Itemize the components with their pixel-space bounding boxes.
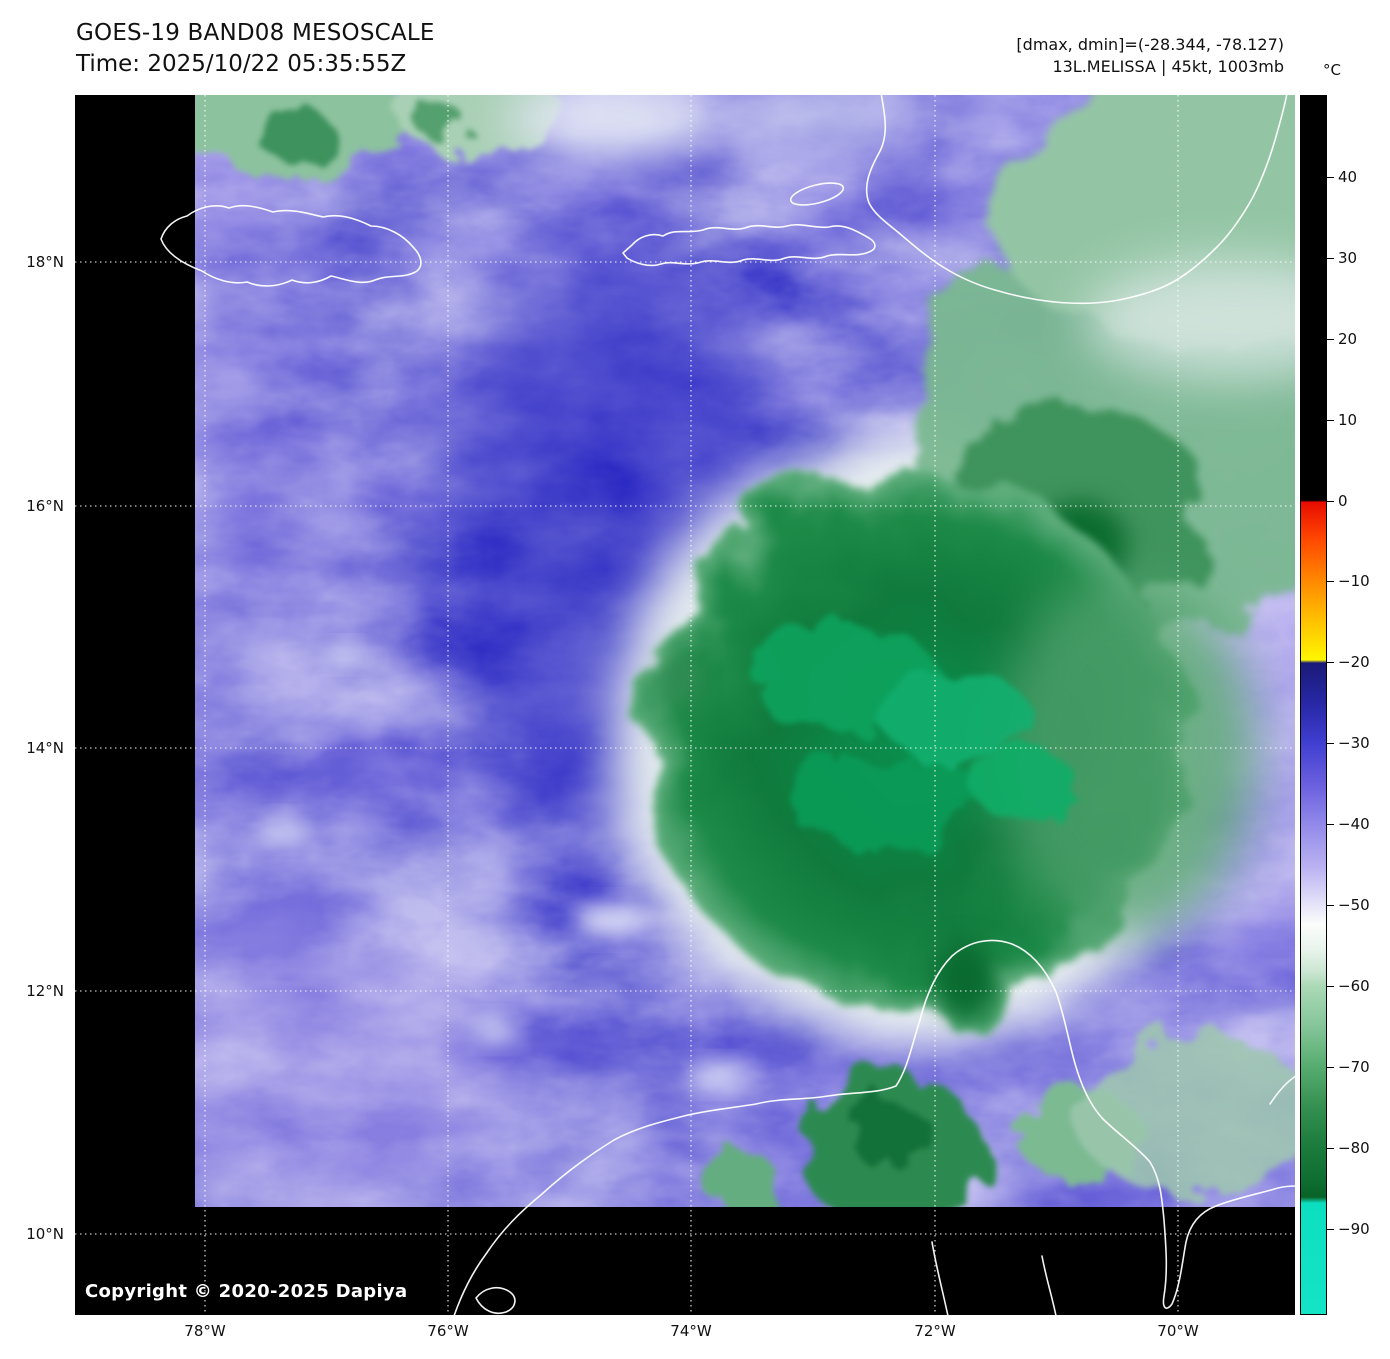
colorbar-tick-m80: −80 (1327, 1139, 1370, 1157)
coastline-jamaica (160, 204, 422, 287)
dmax-dmin-label: [dmax, dmin]=(-28.344, -78.127) (1016, 35, 1284, 54)
coastline-maracaibo-east (1041, 1255, 1057, 1315)
lon-tick-74w: 74°W (670, 1322, 712, 1340)
small-cloud-specks (257, 645, 750, 1087)
colorbar-tick-0: 0 (1327, 492, 1348, 510)
coastline-maracaibo-west (931, 1241, 949, 1315)
lat-tick-16n: 16°N (26, 497, 64, 515)
map-plot-area: Copyright © 2020-2025 Dapiya (75, 95, 1295, 1315)
temperature-colorbar (1300, 95, 1327, 1315)
southern-convection (700, 1035, 1295, 1207)
lon-tick-78w: 78°W (184, 1322, 226, 1340)
lon-tick-72w: 72°W (914, 1322, 956, 1340)
colorbar-tick-m10: −10 (1327, 572, 1370, 590)
colorbar-tick-40: 40 (1326, 168, 1358, 186)
lon-tick-76w: 76°W (427, 1322, 469, 1340)
lat-tick-10n: 10°N (26, 1225, 64, 1243)
water-vapor-imagery (195, 95, 1295, 1207)
lon-tick-70w: 70°W (1157, 1322, 1199, 1340)
coastline-tiburon-peninsula (622, 223, 876, 267)
map-overlay (75, 95, 1295, 1315)
timestamp-label: Time: 2025/10/22 05:35:55Z (76, 51, 407, 77)
lat-tick-18n: 18°N (26, 253, 64, 271)
colorbar-tick-m20: −20 (1327, 653, 1370, 671)
latlon-gridlines (75, 95, 1295, 1315)
colorbar-tick-m70: −70 (1327, 1058, 1370, 1076)
page-title: GOES-19 BAND08 MESOSCALE (76, 20, 435, 46)
colorbar-tick-10: 10 (1326, 411, 1358, 429)
colorbar-tick-m90: −90 (1327, 1220, 1370, 1238)
coastline-gonave-island (789, 182, 845, 206)
colorbar-tick-m60: −60 (1327, 977, 1370, 995)
lat-tick-12n: 12°N (26, 982, 64, 1000)
colorbar-tick-30: 30 (1326, 249, 1358, 267)
storm-info-label: 13L.MELISSA | 45kt, 1003mb (1052, 57, 1284, 76)
colorbar-unit-label: °C (1323, 61, 1341, 79)
colorbar-tick-m30: −30 (1327, 734, 1370, 752)
copyright-text: Copyright © 2020-2025 Dapiya (85, 1281, 408, 1302)
coastline-right-edge (1269, 1075, 1295, 1105)
colorbar-tick-m40: −40 (1327, 815, 1370, 833)
colorbar-tick-20: 20 (1326, 330, 1358, 348)
coastline-small-island (475, 1286, 516, 1314)
coastline-hispaniola (865, 95, 1288, 305)
lat-tick-14n: 14°N (26, 739, 64, 757)
coastlines (160, 95, 1295, 1315)
colorbar-tick-m50: −50 (1327, 896, 1370, 914)
coastline-south-america (453, 939, 1295, 1315)
satellite-image (195, 95, 1295, 1207)
storm-core-cold-tops (750, 625, 1075, 850)
